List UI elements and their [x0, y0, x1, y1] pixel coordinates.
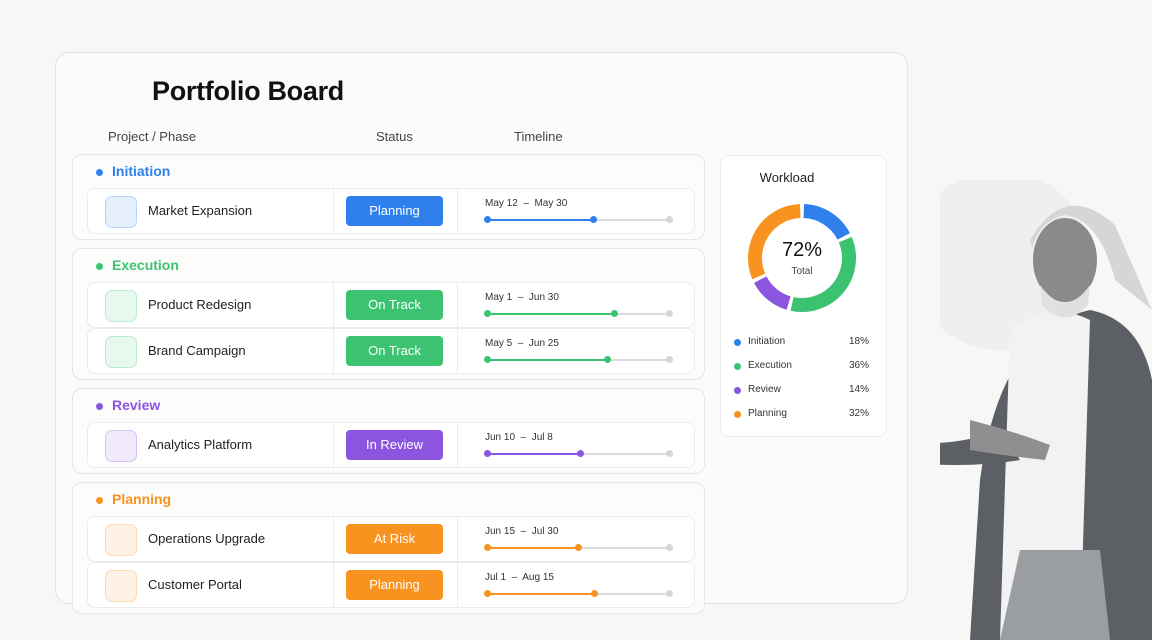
phase-name: Planning: [112, 491, 172, 507]
timeline-start: [484, 216, 491, 223]
status-badge: On Track: [346, 336, 443, 366]
timeline-dates: Jun 15 – Jul 30: [485, 526, 559, 537]
column-header: Status: [376, 129, 413, 144]
legend-dot: [734, 339, 741, 346]
project-icon: [105, 336, 137, 368]
status-badge: On Track: [346, 290, 443, 320]
column-header: Timeline: [514, 129, 563, 144]
project-icon: [105, 196, 137, 228]
status-badge: At Risk: [346, 524, 443, 554]
board-title: Portfolio Board: [152, 76, 344, 106]
legend-label: Planning: [748, 408, 787, 419]
legend-value: 32%: [848, 408, 869, 419]
timeline-start: [484, 310, 491, 317]
timeline-dates: Jun 10 – Jul 8: [485, 432, 553, 443]
project-icon: [105, 570, 137, 602]
timeline-dates: May 1 – Jun 30: [485, 292, 559, 303]
timeline-marker: [575, 544, 582, 551]
column-header: Project / Phase: [108, 129, 197, 144]
timeline-progress: [487, 313, 615, 315]
donut-center-value: 72%: [782, 239, 822, 261]
row-divider: [333, 422, 334, 468]
project-icon: [105, 430, 137, 462]
row-divider: [333, 188, 334, 234]
presenter-photo: [940, 180, 1152, 640]
legend-value: 18%: [848, 336, 869, 347]
timeline-end: [666, 356, 673, 363]
row-divider: [457, 282, 458, 328]
row-divider: [457, 422, 458, 468]
project-name: Analytics Platform: [148, 437, 253, 452]
donut-segment: [754, 276, 791, 310]
workload-card: [720, 155, 887, 437]
timeline-marker: [611, 310, 619, 317]
legend-dot: [734, 363, 741, 370]
timeline-end: [666, 590, 673, 597]
phase-dot: [96, 403, 103, 410]
phase-dot: [96, 263, 103, 270]
project-name: Operations Upgrade: [148, 531, 266, 546]
timeline-progress: [487, 547, 578, 549]
project-name: Customer Portal: [148, 577, 242, 592]
project-name: Brand Campaign: [148, 343, 246, 358]
status-badge: Planning: [346, 570, 443, 600]
legend-label: Execution: [748, 360, 792, 371]
timeline-end: [666, 310, 673, 317]
donut-center-label: Total: [791, 266, 812, 277]
timeline-end: [666, 216, 673, 223]
timeline-progress: [487, 593, 595, 595]
row-divider: [457, 188, 458, 234]
legend-dot: [734, 387, 741, 394]
timeline-start: [484, 590, 491, 597]
timeline-end: [666, 544, 673, 551]
timeline-progress: [487, 219, 593, 221]
phase-name: Execution: [112, 257, 179, 273]
phase-name: Review: [112, 397, 161, 413]
row-divider: [333, 282, 334, 328]
row-divider: [333, 328, 334, 374]
timeline-marker: [604, 356, 612, 363]
timeline-progress: [487, 453, 580, 455]
timeline-start: [484, 450, 491, 457]
workload-title: Workload: [759, 170, 815, 185]
donut-segment: [803, 204, 850, 240]
legend-label: Initiation: [748, 336, 786, 347]
timeline-end: [666, 450, 673, 457]
timeline-marker: [591, 590, 599, 597]
timeline-dates: May 5 – Jun 25: [485, 338, 559, 349]
row-divider: [333, 562, 334, 608]
project-icon: [105, 290, 137, 322]
status-badge: Planning: [346, 196, 443, 226]
donut-chart: 72% Total: [748, 204, 856, 312]
donut-segment: [790, 236, 856, 312]
timeline-marker: [589, 216, 597, 223]
donut-segment: [748, 204, 801, 280]
row-divider: [457, 516, 458, 562]
timeline-marker: [576, 450, 584, 457]
legend-label: Review: [748, 384, 781, 395]
timeline-progress: [487, 359, 608, 361]
status-badge: In Review: [346, 430, 443, 460]
legend-value: 36%: [848, 360, 869, 371]
row-divider: [333, 516, 334, 562]
row-divider: [457, 562, 458, 608]
timeline-dates: Jul 1 – Aug 15: [485, 572, 554, 583]
row-divider: [457, 328, 458, 374]
timeline-dates: May 12 – May 30: [485, 198, 568, 209]
timeline-start: [484, 356, 491, 363]
legend-value: 14%: [848, 384, 869, 395]
legend-dot: [734, 411, 741, 418]
phase-dot: [96, 497, 103, 504]
project-icon: [105, 524, 137, 556]
project-name: Market Expansion: [148, 203, 253, 218]
project-name: Product Redesign: [148, 297, 252, 312]
phase-name: Initiation: [112, 163, 171, 179]
timeline-start: [484, 544, 491, 551]
phase-dot: [96, 169, 103, 176]
